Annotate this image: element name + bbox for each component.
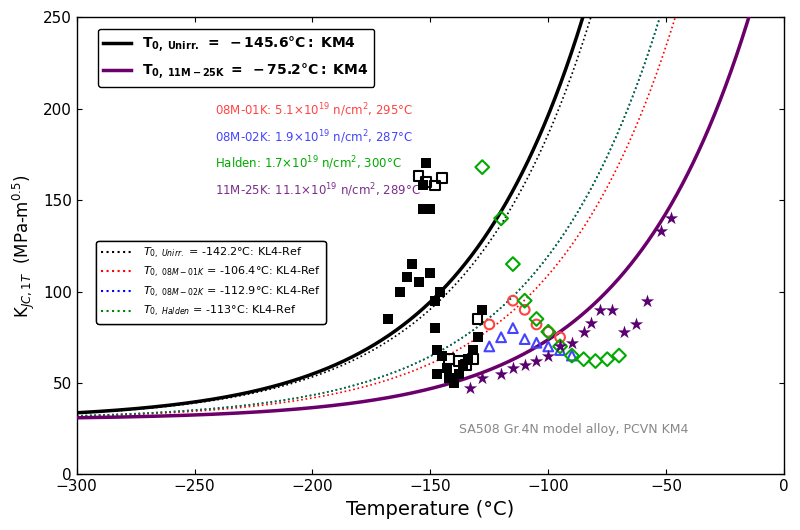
Point	[530, 320, 543, 329]
Text: 08M-02K: 1.9×10$^{19}$ n/cm$^2$, 287°C: 08M-02K: 1.9×10$^{19}$ n/cm$^2$, 287°C	[214, 128, 413, 146]
Text: 08M-01K: 5.1×10$^{19}$ n/cm$^2$, 295°C: 08M-01K: 5.1×10$^{19}$ n/cm$^2$, 295°C	[214, 102, 413, 119]
Point	[542, 328, 554, 336]
Point	[554, 346, 566, 355]
Point	[506, 364, 519, 373]
Point	[443, 355, 456, 364]
Point	[452, 357, 465, 365]
Point	[518, 360, 531, 369]
Point	[429, 324, 442, 332]
Point	[578, 328, 590, 336]
Point	[578, 355, 590, 364]
Point	[566, 351, 578, 360]
Point	[542, 351, 554, 360]
Point	[436, 351, 449, 360]
Point	[542, 328, 554, 336]
Point	[429, 181, 442, 190]
Point	[530, 339, 543, 347]
Point	[518, 306, 531, 314]
Point	[424, 269, 437, 278]
Point	[594, 306, 606, 314]
Point	[466, 355, 479, 364]
Point	[554, 342, 566, 351]
Point	[566, 351, 578, 360]
Point	[471, 333, 484, 341]
Point	[641, 296, 654, 305]
Point	[462, 355, 474, 364]
Point	[629, 320, 642, 329]
Point	[459, 360, 472, 369]
Point	[476, 306, 489, 314]
Legend: $T_{0,\ Unirr.}$ = -142.2°C: KL4-Ref, $T_{0,\ 08M-01K}$ = -106.4°C: KL4-Ref, $T_: $T_{0,\ Unirr.}$ = -142.2°C: KL4-Ref, $T…	[97, 241, 326, 324]
Point	[464, 384, 477, 393]
Point	[412, 278, 425, 287]
Point	[518, 296, 531, 305]
Point	[424, 205, 437, 214]
Point	[476, 163, 489, 171]
Point	[518, 335, 531, 343]
Point	[434, 287, 446, 296]
Point	[466, 346, 479, 355]
Point	[431, 369, 444, 378]
Point	[655, 227, 668, 235]
Text: SA508 Gr.4N model alloy, PCVN KM4: SA508 Gr.4N model alloy, PCVN KM4	[458, 423, 688, 436]
Point	[382, 315, 394, 323]
Point	[457, 360, 470, 369]
Point	[405, 260, 418, 268]
Point	[471, 315, 484, 323]
Point	[530, 315, 543, 323]
Point	[436, 174, 449, 182]
Point	[447, 379, 460, 387]
Point	[419, 159, 432, 167]
Point	[665, 214, 678, 223]
Point	[476, 373, 489, 382]
X-axis label: Temperature (°C): Temperature (°C)	[346, 500, 514, 519]
Point	[584, 319, 597, 327]
Point	[554, 333, 566, 341]
Point	[401, 272, 414, 281]
Point	[613, 351, 626, 360]
Point	[431, 346, 444, 355]
Point	[419, 178, 432, 186]
Point	[618, 328, 630, 336]
Point	[417, 205, 430, 214]
Point	[494, 214, 507, 223]
Text: 11M-25K: 11.1×10$^{19}$ n/cm$^2$, 289°C: 11M-25K: 11.1×10$^{19}$ n/cm$^2$, 289°C	[214, 181, 420, 199]
Point	[606, 306, 618, 314]
Point	[441, 364, 454, 373]
Point	[394, 287, 406, 296]
Point	[483, 320, 496, 329]
Point	[554, 342, 566, 351]
Point	[542, 342, 554, 351]
Point	[443, 373, 456, 382]
Point	[506, 260, 519, 268]
Point	[429, 296, 442, 305]
Point	[601, 355, 614, 364]
Point	[483, 342, 496, 351]
Point	[452, 369, 465, 378]
Point	[589, 357, 602, 365]
Point	[412, 172, 425, 181]
Point	[494, 369, 507, 378]
Y-axis label: K$_{JC,1T}$  (MPa-m$^{0.5}$): K$_{JC,1T}$ (MPa-m$^{0.5}$)	[11, 174, 38, 317]
Point	[506, 296, 519, 305]
Point	[566, 339, 578, 347]
Point	[506, 324, 519, 332]
Text: Halden: 1.7×10$^{19}$ n/cm$^2$, 300°C: Halden: 1.7×10$^{19}$ n/cm$^2$, 300°C	[214, 155, 402, 172]
Point	[494, 333, 507, 341]
Point	[530, 357, 543, 365]
Point	[417, 181, 430, 190]
